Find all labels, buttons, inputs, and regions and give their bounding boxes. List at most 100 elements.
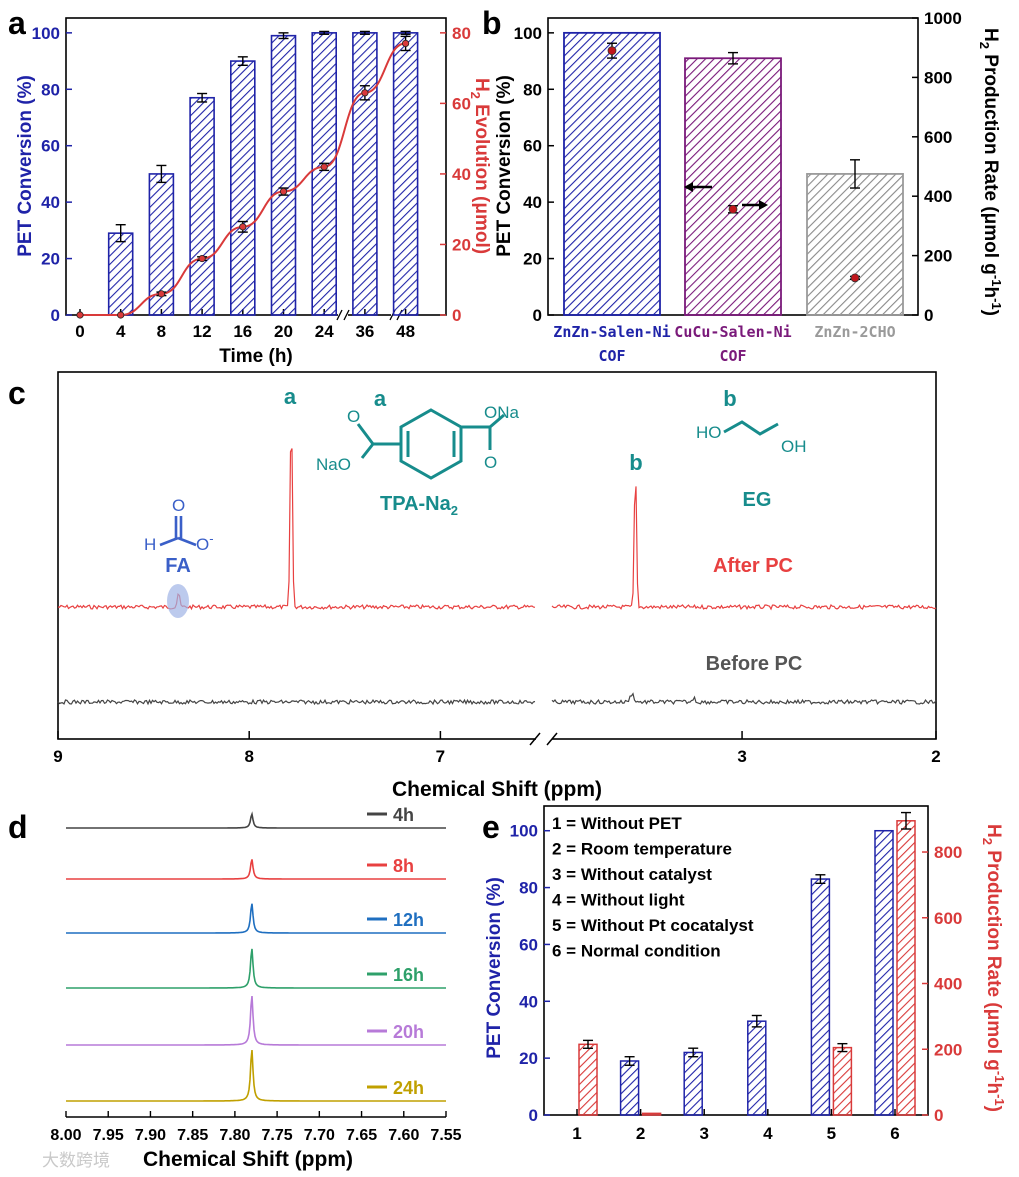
a-bar xyxy=(392,32,419,316)
c-x-tick-label: 2 xyxy=(931,747,940,766)
panel-b-bars xyxy=(563,31,904,316)
a-bar xyxy=(107,232,134,316)
b-y-tick-label: 20 xyxy=(523,250,542,269)
tpa-nao: NaO xyxy=(316,455,351,474)
b-y2-tick-label: 200 xyxy=(924,247,952,266)
d-legend-label: 16h xyxy=(393,965,424,985)
panel-e-y2-label-h: H xyxy=(983,824,1004,838)
a-h2-point xyxy=(401,39,410,48)
e-y2-tick-label: 200 xyxy=(934,1040,962,1059)
before-pc-label: Before PC xyxy=(706,653,803,675)
d-legend-label: 4h xyxy=(393,805,414,825)
c-x-tick-label: 3 xyxy=(737,747,746,766)
a-h2-point xyxy=(361,89,369,97)
a-h2-point xyxy=(117,311,125,319)
d-trace xyxy=(66,903,446,934)
d-legend-label: 8h xyxy=(393,856,414,876)
a-y2-tick-label: 60 xyxy=(452,94,471,113)
e-x-tick-label: 3 xyxy=(699,1124,708,1143)
panel-e-y2-axis: 0 200 400 600 800 xyxy=(922,843,962,1125)
a-y-tick-label: 100 xyxy=(32,24,60,43)
panel-a-y2-label-sub: 2 xyxy=(468,92,483,99)
a-y2-tick-label: 0 xyxy=(452,306,461,325)
panel-a-x-label: Time (h) xyxy=(219,346,293,367)
panel-b-y2-label-rest: Production Rate (μmol g xyxy=(980,49,1001,275)
e-legend-item: 4 = Without light xyxy=(552,891,685,910)
panel-c-frame xyxy=(57,371,937,740)
d-trace xyxy=(66,1050,446,1102)
a-h2-curve xyxy=(80,42,406,316)
panel-e-frame xyxy=(543,805,929,1116)
e-h2-bar xyxy=(641,1112,662,1116)
b-y-tick-label: 40 xyxy=(523,193,542,212)
a-h2-point xyxy=(198,254,206,263)
e-y2-tick-label: 600 xyxy=(934,909,962,928)
c-before-trace-right xyxy=(551,692,937,706)
fa-label: FA xyxy=(165,555,191,577)
fa-o-top: O xyxy=(172,496,185,515)
b-h2-point xyxy=(607,46,617,56)
a-bar xyxy=(189,96,215,316)
a-bar xyxy=(230,60,256,316)
a-y2-tick-label: 80 xyxy=(452,24,471,43)
panel-e-bars xyxy=(578,811,916,1116)
panel-a-bars xyxy=(107,30,419,316)
e-y-tick-label: 20 xyxy=(519,1049,538,1068)
eg-structure xyxy=(723,420,779,436)
e-pet-bar xyxy=(619,1060,640,1116)
b-bar xyxy=(563,31,661,316)
panel-e-chart: 0 20 40 60 80 100 0 200 400 600 800 1 2 3 4 5 6 1 = Wi… xyxy=(484,805,1007,1143)
panel-b-x-labels: ZnZn-Salen-Ni COF CuCu-Salen-Ni COF ZnZn-2CH… xyxy=(553,323,895,365)
d-trace xyxy=(66,811,446,829)
e-x-tick-label: 2 xyxy=(636,1124,645,1143)
panel-b-y2-axis: 0 200 400 600 800 1000 xyxy=(912,9,962,325)
panel-label-a: a xyxy=(8,5,26,41)
c-before-trace-left xyxy=(57,698,536,706)
fa-peak-highlight xyxy=(167,584,189,618)
a-y-tick-label: 40 xyxy=(41,193,60,212)
b-x-label-line1: ZnZn-2CHO xyxy=(814,323,895,341)
e-x-tick-label: 4 xyxy=(763,1124,773,1143)
a-y2-tick-label: 20 xyxy=(452,235,471,254)
a-x-tick-label: 24 xyxy=(315,322,334,341)
d-x-tick-label: 7.60 xyxy=(388,1127,419,1144)
c-x-tick-label: 7 xyxy=(436,747,445,766)
b-y2-tick-label: 1000 xyxy=(924,9,962,28)
e-legend-item: 1 = Without PET xyxy=(552,814,682,833)
b-y2-tick-label: 800 xyxy=(924,68,952,87)
fa-h: H xyxy=(144,535,156,554)
a-h2-point xyxy=(320,163,328,171)
panel-d-nmr-zoom: 8.00 7.95 7.90 7.85 7.80 7.75 7.70 7.65 7.60 7.55… xyxy=(50,805,461,1171)
b-x-label-line1: ZnZn-Salen-Ni xyxy=(553,323,670,341)
panel-e-y-label: PET Conversion (%) xyxy=(484,877,505,1059)
c-after-trace-left xyxy=(57,448,536,611)
e-h2-bar xyxy=(578,1043,598,1116)
fa-o-minus-sign: - xyxy=(209,531,213,546)
panel-b-y2-label-h: H xyxy=(980,28,1001,42)
panel-label-d: d xyxy=(8,809,28,845)
watermark: 大数跨境 xyxy=(42,1151,110,1170)
e-x-tick-label: 5 xyxy=(827,1124,836,1143)
c-after-trace-right xyxy=(551,486,937,611)
panel-e-x-axis: 1 2 3 4 5 6 xyxy=(572,1109,900,1143)
a-x-tick-label: 4 xyxy=(116,322,126,341)
panel-a-y2-label-rest: Evolution (μmol) xyxy=(471,99,492,254)
a-bar xyxy=(311,32,338,316)
panel-e-y2-label: H2 Production Rate (μmol g-1h-1) xyxy=(980,824,1007,1112)
e-legend-item: 3 = Without catalyst xyxy=(552,865,712,884)
e-y2-tick-label: 800 xyxy=(934,843,962,862)
panel-b-y2-label-h2: h xyxy=(980,286,1001,298)
b-h2-point xyxy=(850,273,860,283)
a-h2-point xyxy=(279,187,288,196)
e-legend-item: 6 = Normal condition xyxy=(552,942,721,961)
panel-b-y-axis: 0 20 40 60 80 100 xyxy=(514,24,554,325)
panel-a-h2-line xyxy=(76,35,411,319)
panel-a-y2-axis: 0 20 40 60 80 xyxy=(440,24,471,325)
panel-e-y2-label-sup1: -1 xyxy=(992,1071,1007,1083)
d-x-tick-label: 8.00 xyxy=(50,1127,81,1144)
panel-d-traces: 4h 8h 12h 16h 20h 24h xyxy=(66,805,446,1102)
panel-a-y2-label-h: H xyxy=(471,78,492,92)
panel-b-y2-label-end: ) xyxy=(980,310,1001,316)
e-y-tick-label: 100 xyxy=(510,822,538,841)
